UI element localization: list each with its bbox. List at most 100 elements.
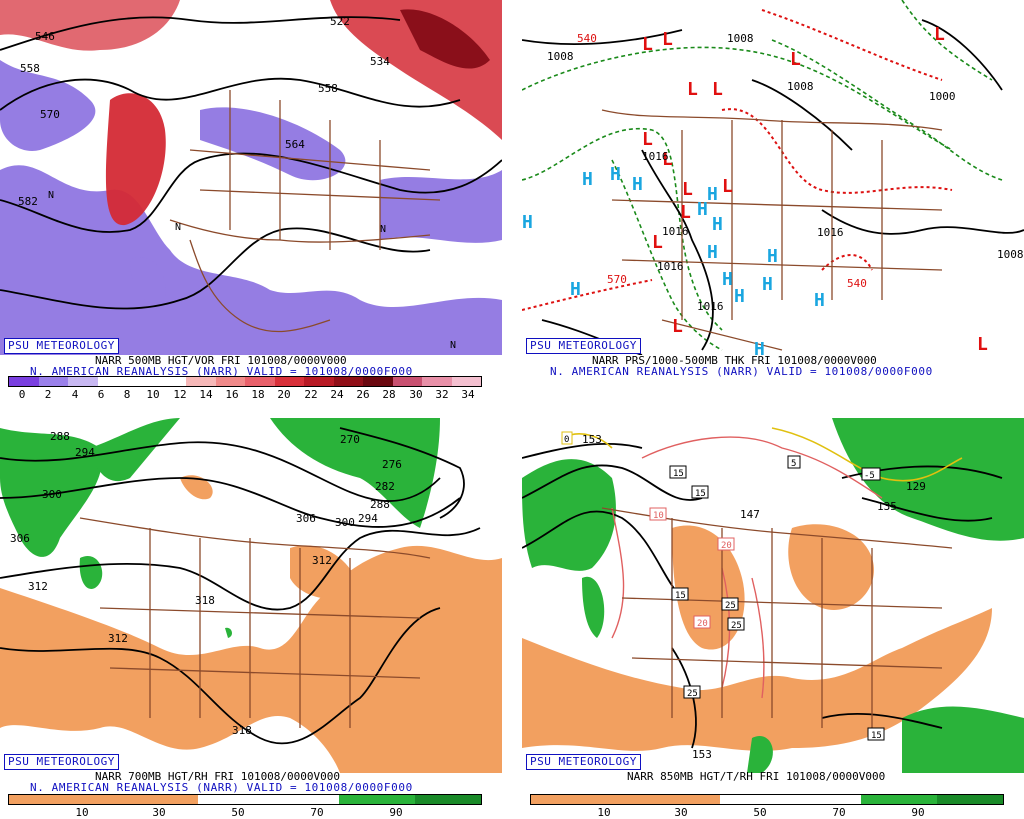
panel-500mb-vorticity: 546 558 570 582 522 534 558 564 N N N N …: [0, 0, 502, 405]
high-pressure-symbol: H: [712, 214, 723, 235]
psu-meteorology-badge: PSU METEOROLOGY: [526, 754, 641, 770]
map-700mb-rh: 288 294 300 306 312 312 318 318 270 276 …: [0, 418, 502, 773]
rh-colorbar: [530, 794, 1004, 805]
low-pressure-centers: L L L L L L L L L L L L L L: [642, 24, 988, 355]
high-pressure-symbol: H: [762, 274, 773, 295]
panel-surface-pressure-thickness: H H H H H H H H H H H H H H H L L L L L …: [522, 0, 1024, 405]
contour-label: 1000: [929, 90, 956, 103]
temp-label: 15: [871, 731, 882, 741]
high-pressure-symbol: H: [570, 279, 581, 300]
contour-label: 312: [108, 632, 128, 645]
contour-label: 546: [35, 30, 55, 43]
high-pressure-symbol: H: [734, 286, 745, 307]
contour-label: 306: [10, 532, 30, 545]
high-pressure-symbol: H: [610, 164, 621, 185]
temp-box: 5: [787, 455, 801, 469]
colorbar-tick: 2: [44, 388, 52, 401]
height-labels: 153 147 153 135 129: [582, 433, 926, 761]
contour-label: 1016: [697, 300, 724, 313]
temp-label: -5: [864, 471, 875, 481]
colorbar-tick: 14: [199, 388, 213, 401]
contour-label: 1008: [787, 80, 814, 93]
contour-label: 300: [335, 516, 355, 529]
temp-label: 0: [564, 435, 569, 445]
contour-label: 318: [232, 724, 252, 737]
contour-label: 1016: [817, 226, 844, 239]
map-850mb-temp-rh: 153 147 153 135 129 0 5 10 15 15 20 20 2…: [522, 418, 1024, 773]
high-pressure-symbol: H: [632, 174, 643, 195]
contour-label: 312: [312, 554, 332, 567]
vorticity-colorbar: [8, 376, 482, 387]
colorbar-tick: 30: [674, 806, 688, 819]
vorticity-colorbar-ticks: 0 2 4 6 8 10 12 14 16 18 20 22 24 26 28 …: [18, 388, 475, 402]
low-pressure-symbol: L: [790, 49, 801, 70]
psu-meteorology-badge: PSU METEOROLOGY: [4, 754, 119, 770]
contour-label: 318: [195, 594, 215, 607]
contour-label: 288: [50, 430, 70, 443]
thickness-green-dashed: [522, 0, 1003, 351]
contour-label: 270: [340, 433, 360, 446]
temp-label: 15: [695, 489, 706, 499]
contour-label: 129: [906, 480, 926, 493]
contour-label: 1016: [642, 150, 669, 163]
colorbar-tick: 90: [911, 806, 925, 819]
panel-title: NARR 700MB HGT/RH FRI 101008/0000V000: [95, 770, 341, 783]
low-pressure-symbol: L: [934, 24, 945, 45]
colorbar-tick: 70: [310, 806, 324, 819]
contour-labels: 540 1008 1008 1008 1016 1016 1016 1016 1…: [547, 32, 1024, 313]
low-pressure-symbol: L: [642, 34, 653, 55]
rh-orange-fill: [0, 475, 502, 773]
temp-label: 15: [675, 591, 686, 601]
panel-subtitle: N. AMERICAN REANALYSIS (NARR) VALID = 10…: [30, 365, 413, 378]
colorbar-tick: 22: [304, 388, 318, 401]
temp-box: 25: [721, 597, 739, 611]
contour-label: 147: [740, 508, 760, 521]
borders: [79, 517, 431, 728]
contour-label: 294: [75, 446, 95, 459]
temp-box: 20: [693, 615, 711, 629]
colorbar-tick: 20: [277, 388, 291, 401]
temp-label: 25: [731, 621, 742, 631]
temp-label: 20: [721, 541, 732, 551]
contour-label: 522: [330, 15, 350, 28]
colorbar-tick: 8: [123, 388, 131, 401]
low-pressure-symbol: L: [682, 179, 693, 200]
contour-label: 300: [42, 488, 62, 501]
high-pressure-symbol: H: [722, 269, 733, 290]
colorbar-tick: 6: [97, 388, 105, 401]
temp-label: 5: [791, 459, 796, 469]
temp-box: 10: [649, 507, 667, 521]
temp-box: 15: [691, 485, 709, 499]
psu-meteorology-badge: PSU METEOROLOGY: [4, 338, 119, 354]
panel-title: NARR PRS/1000-500MB THK FRI 101008/0000V…: [592, 354, 877, 367]
height-contours: [0, 16, 502, 310]
contour-label: 312: [28, 580, 48, 593]
n-symbol: N: [48, 190, 54, 201]
colorbar-tick: 4: [71, 388, 79, 401]
colorbar-tick: 10: [75, 806, 89, 819]
n-symbol: N: [175, 222, 181, 233]
panel-700mb-rh: 288 294 300 306 312 312 318 318 270 276 …: [0, 418, 502, 819]
temperature-labels: 0 5 10 15 15 20 20 25 25 25 15 15 -5: [561, 431, 885, 741]
colorbar-tick: 26: [356, 388, 370, 401]
colorbar-tick: 34: [461, 388, 475, 401]
high-pressure-symbol: H: [754, 339, 765, 355]
panel-850mb-temp-rh: 153 147 153 135 129 0 5 10 15 15 20 20 2…: [522, 418, 1024, 819]
panel-title: NARR 850MB HGT/T/RH FRI 101008/0000V000: [627, 770, 886, 783]
contour-label: 282: [375, 480, 395, 493]
contour-label: 153: [582, 433, 602, 446]
colorbar-tick: 12: [173, 388, 187, 401]
panel-subtitle: N. AMERICAN REANALYSIS (NARR) VALID = 10…: [30, 781, 413, 794]
temp-box: 15: [867, 727, 885, 741]
contour-label: 294: [358, 512, 378, 525]
high-pressure-symbol: H: [814, 290, 825, 311]
panel-subtitle: N. AMERICAN REANALYSIS (NARR) VALID = 10…: [550, 365, 933, 378]
high-pressure-symbol: H: [582, 169, 593, 190]
low-pressure-symbol: L: [977, 334, 988, 355]
colorbar-tick: 50: [753, 806, 767, 819]
colorbar-tick: 0: [18, 388, 26, 401]
high-pressure-symbol: H: [767, 246, 778, 267]
contour-label: 1008: [727, 32, 754, 45]
contour-label: 1008: [547, 50, 574, 63]
contour-label: 1016: [662, 225, 689, 238]
